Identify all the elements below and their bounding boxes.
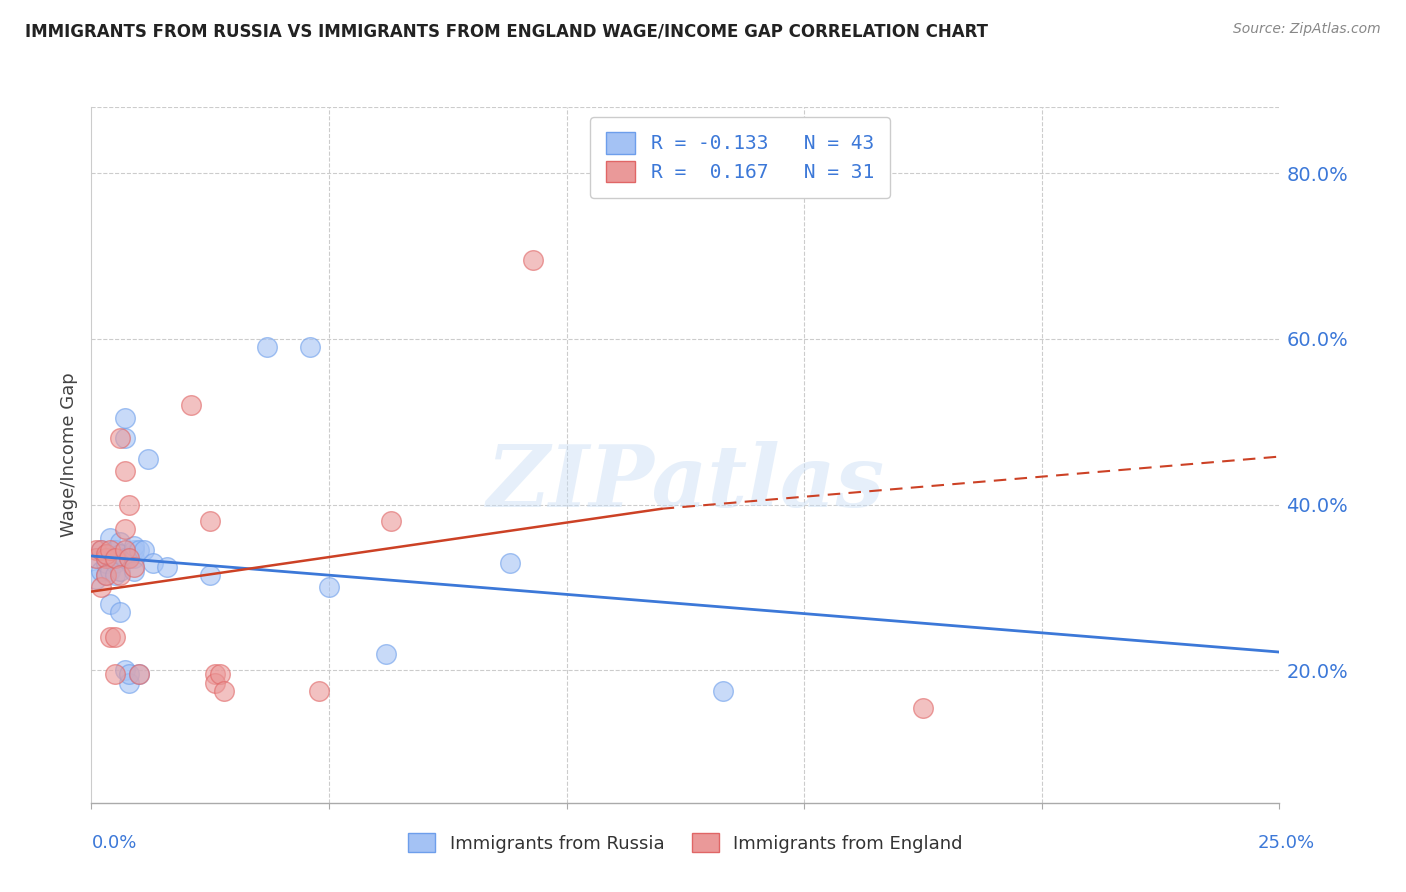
Point — [204, 667, 226, 681]
Point — [100, 551, 122, 566]
Point — [100, 531, 122, 545]
Point — [522, 253, 544, 268]
Point — [84, 572, 107, 586]
Point — [138, 452, 160, 467]
Point — [118, 675, 141, 690]
Point — [108, 431, 131, 445]
Point — [114, 663, 136, 677]
Point — [122, 551, 145, 566]
Point — [108, 547, 131, 561]
Point — [114, 523, 136, 537]
Point — [498, 556, 520, 570]
Point — [142, 556, 165, 570]
Point — [104, 543, 127, 558]
Point — [122, 559, 145, 574]
Point — [108, 605, 131, 619]
Point — [104, 568, 127, 582]
Point — [713, 684, 735, 698]
Point — [94, 556, 117, 570]
Point — [90, 564, 112, 578]
Legend: Immigrants from Russia, Immigrants from England: Immigrants from Russia, Immigrants from … — [401, 826, 970, 860]
Point — [90, 543, 112, 558]
Point — [308, 684, 330, 698]
Point — [375, 647, 398, 661]
Point — [180, 398, 202, 412]
Text: 0.0%: 0.0% — [91, 834, 136, 852]
Point — [114, 410, 136, 425]
Point — [156, 559, 179, 574]
Text: IMMIGRANTS FROM RUSSIA VS IMMIGRANTS FROM ENGLAND WAGE/INCOME GAP CORRELATION CH: IMMIGRANTS FROM RUSSIA VS IMMIGRANTS FRO… — [25, 22, 988, 40]
Point — [118, 667, 141, 681]
Point — [94, 568, 117, 582]
Point — [128, 543, 150, 558]
Point — [128, 667, 150, 681]
Point — [108, 568, 131, 582]
Point — [100, 597, 122, 611]
Point — [122, 564, 145, 578]
Point — [128, 667, 150, 681]
Point — [298, 340, 321, 354]
Point — [200, 568, 222, 582]
Point — [256, 340, 278, 354]
Point — [100, 543, 122, 558]
Point — [114, 543, 136, 558]
Point — [94, 568, 117, 582]
Point — [122, 539, 145, 553]
Point — [84, 543, 107, 558]
Point — [100, 630, 122, 644]
Point — [114, 551, 136, 566]
Point — [90, 543, 112, 558]
Text: ZIPatlas: ZIPatlas — [486, 441, 884, 524]
Point — [214, 684, 236, 698]
Point — [94, 547, 117, 561]
Point — [100, 564, 122, 578]
Point — [94, 551, 117, 566]
Text: 25.0%: 25.0% — [1257, 834, 1315, 852]
Point — [118, 551, 141, 566]
Point — [380, 514, 402, 528]
Point — [114, 465, 136, 479]
Point — [104, 543, 127, 558]
Point — [208, 667, 231, 681]
Point — [204, 675, 226, 690]
Point — [104, 556, 127, 570]
Point — [84, 551, 107, 566]
Point — [114, 431, 136, 445]
Point — [104, 667, 127, 681]
Point — [108, 534, 131, 549]
Point — [911, 700, 934, 714]
Point — [104, 551, 127, 566]
Point — [132, 543, 155, 558]
Point — [84, 551, 107, 566]
Point — [90, 581, 112, 595]
Text: Source: ZipAtlas.com: Source: ZipAtlas.com — [1233, 22, 1381, 37]
Point — [122, 543, 145, 558]
Point — [94, 547, 117, 561]
Point — [200, 514, 222, 528]
Point — [118, 551, 141, 566]
Point — [318, 581, 340, 595]
Point — [108, 564, 131, 578]
Point — [118, 498, 141, 512]
Point — [94, 551, 117, 566]
Y-axis label: Wage/Income Gap: Wage/Income Gap — [59, 373, 77, 537]
Point — [104, 630, 127, 644]
